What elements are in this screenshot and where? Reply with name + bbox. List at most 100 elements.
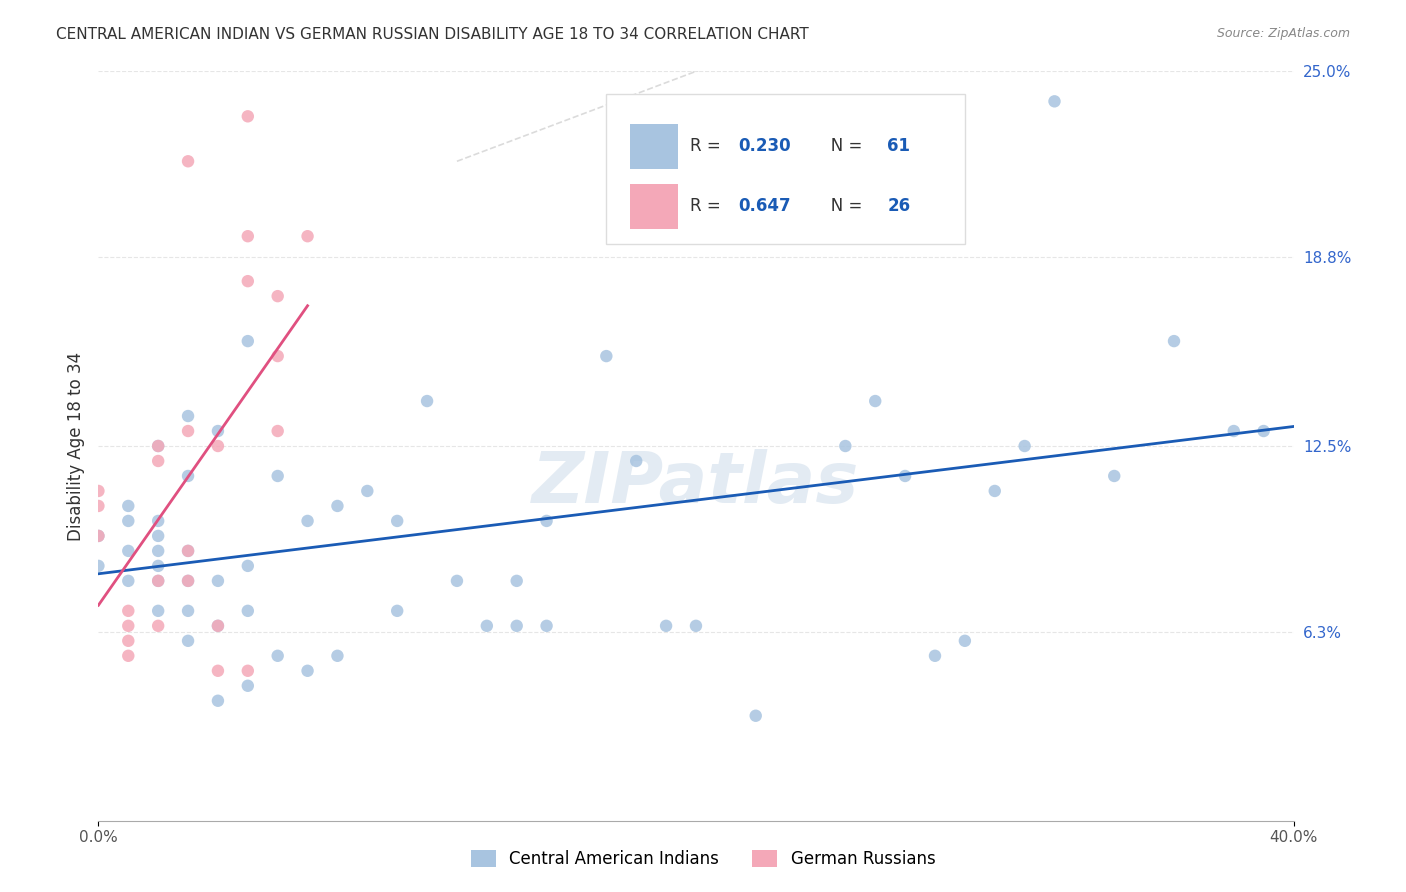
Point bbox=[1253, 424, 1275, 438]
Point bbox=[626, 454, 648, 468]
Y-axis label: Disability Age 18 to 34: Disability Age 18 to 34 bbox=[66, 351, 84, 541]
Point bbox=[148, 454, 170, 468]
Text: 61: 61 bbox=[887, 137, 910, 155]
Point bbox=[87, 529, 110, 543]
Point bbox=[536, 619, 558, 633]
Point bbox=[148, 544, 170, 558]
Point bbox=[177, 604, 200, 618]
Point bbox=[148, 604, 170, 618]
Point bbox=[714, 229, 737, 244]
Point bbox=[177, 409, 200, 423]
Point bbox=[236, 679, 259, 693]
Point bbox=[177, 633, 200, 648]
Point bbox=[177, 544, 200, 558]
Text: R =: R = bbox=[690, 137, 725, 155]
Point bbox=[148, 574, 170, 588]
Point bbox=[148, 619, 170, 633]
Point bbox=[87, 499, 110, 513]
Bar bbox=[630, 124, 678, 169]
Point bbox=[148, 514, 170, 528]
Point bbox=[117, 648, 139, 663]
Point bbox=[207, 424, 229, 438]
Point bbox=[236, 334, 259, 348]
Point bbox=[595, 349, 617, 363]
Point bbox=[177, 574, 200, 588]
Point bbox=[326, 499, 349, 513]
Point bbox=[536, 514, 558, 528]
Point bbox=[1163, 334, 1185, 348]
Point bbox=[207, 619, 229, 633]
Point bbox=[236, 109, 259, 123]
Point bbox=[117, 633, 139, 648]
Text: 0.647: 0.647 bbox=[738, 197, 790, 215]
Point bbox=[356, 483, 378, 498]
Point bbox=[655, 619, 678, 633]
Point bbox=[1104, 469, 1126, 483]
Point bbox=[834, 439, 856, 453]
Point bbox=[87, 483, 110, 498]
Point bbox=[177, 574, 200, 588]
Point bbox=[1223, 424, 1246, 438]
Point bbox=[117, 604, 139, 618]
Point bbox=[117, 574, 139, 588]
Point bbox=[267, 469, 290, 483]
Text: N =: N = bbox=[815, 197, 868, 215]
Point bbox=[297, 664, 319, 678]
Point bbox=[87, 529, 110, 543]
Point bbox=[685, 619, 707, 633]
Text: R =: R = bbox=[690, 197, 725, 215]
Point bbox=[446, 574, 468, 588]
Point bbox=[267, 424, 290, 438]
Point bbox=[506, 574, 529, 588]
Point bbox=[236, 664, 259, 678]
Point bbox=[177, 154, 200, 169]
Point bbox=[148, 439, 170, 453]
Text: N =: N = bbox=[815, 137, 868, 155]
Point bbox=[117, 619, 139, 633]
Point bbox=[177, 424, 200, 438]
Point bbox=[297, 229, 319, 244]
Point bbox=[924, 648, 946, 663]
Point bbox=[117, 514, 139, 528]
Point bbox=[953, 633, 976, 648]
Point bbox=[148, 529, 170, 543]
Text: 0.230: 0.230 bbox=[738, 137, 790, 155]
FancyBboxPatch shape bbox=[606, 94, 965, 244]
Point bbox=[207, 694, 229, 708]
Point bbox=[1043, 95, 1066, 109]
Point bbox=[236, 229, 259, 244]
Text: ZIPatlas: ZIPatlas bbox=[533, 449, 859, 518]
Point bbox=[745, 708, 768, 723]
Point bbox=[236, 274, 259, 288]
Point bbox=[148, 574, 170, 588]
Point bbox=[385, 604, 409, 618]
Point bbox=[236, 604, 259, 618]
Legend: Central American Indians, German Russians: Central American Indians, German Russian… bbox=[464, 843, 942, 875]
Point bbox=[267, 349, 290, 363]
Point bbox=[207, 439, 229, 453]
Text: Source: ZipAtlas.com: Source: ZipAtlas.com bbox=[1216, 27, 1350, 40]
Point bbox=[207, 619, 229, 633]
Text: 26: 26 bbox=[887, 197, 910, 215]
Point bbox=[207, 574, 229, 588]
Point bbox=[326, 648, 349, 663]
Point bbox=[87, 558, 110, 573]
Point bbox=[177, 544, 200, 558]
Point bbox=[117, 544, 139, 558]
Point bbox=[416, 394, 439, 409]
Point bbox=[117, 499, 139, 513]
Point bbox=[297, 514, 319, 528]
Point bbox=[148, 439, 170, 453]
Point bbox=[506, 619, 529, 633]
Point bbox=[148, 558, 170, 573]
Point bbox=[894, 469, 917, 483]
Point bbox=[267, 289, 290, 303]
Point bbox=[865, 394, 887, 409]
Bar bbox=[630, 184, 678, 228]
Point bbox=[1014, 439, 1036, 453]
Point bbox=[385, 514, 409, 528]
Point bbox=[984, 483, 1007, 498]
Point bbox=[177, 469, 200, 483]
Point bbox=[236, 558, 259, 573]
Point bbox=[475, 619, 498, 633]
